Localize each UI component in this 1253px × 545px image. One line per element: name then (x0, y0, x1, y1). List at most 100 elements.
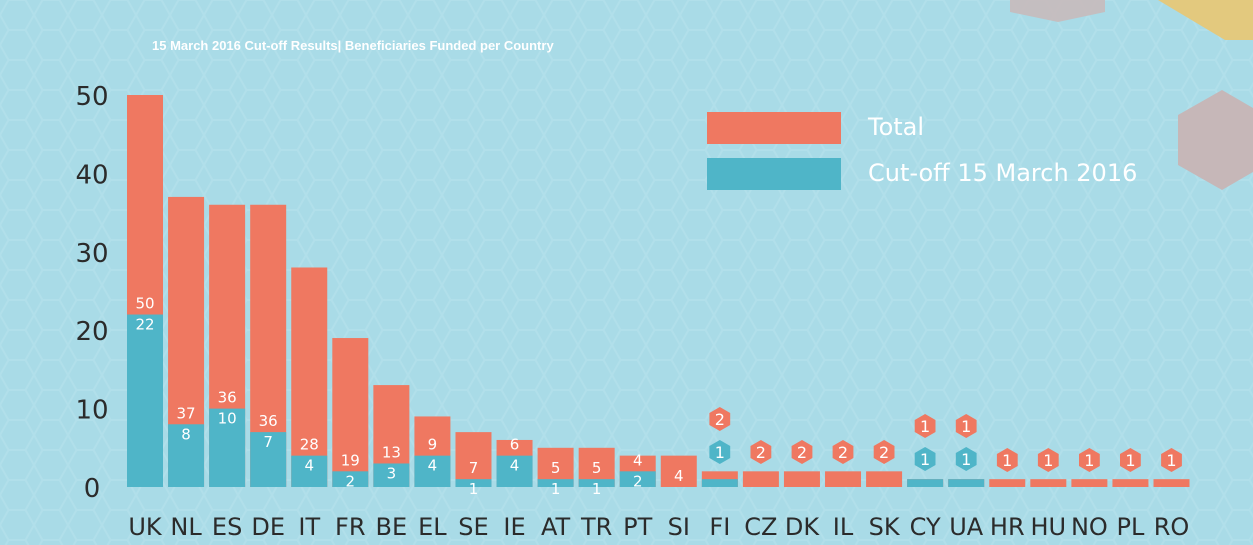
data-label-cutoff: 4 (304, 457, 314, 475)
decor-hexagon-right (1178, 90, 1253, 190)
x-tick-label: NL (170, 513, 202, 541)
hexagon-badge (1037, 448, 1059, 472)
bar-total-si (660, 455, 697, 487)
bar-cutoff-pt (619, 471, 656, 487)
x-tick-label: IE (503, 513, 525, 541)
data-label-badge: 2 (797, 443, 807, 462)
x-axis: UK NL ES DE IT FR BE EL SE IE AT TR PT SI FI CZ DK IL SK CY… (128, 513, 1189, 541)
data-label-badge: 1 (1125, 451, 1135, 470)
data-label-badge: 1 (1084, 451, 1094, 470)
data-label-cutoff: 10 (218, 410, 237, 428)
x-tick-label: UA (949, 513, 984, 541)
bar-cutoff-at (537, 479, 574, 487)
y-tick-label: 0 (84, 474, 101, 504)
x-tick-label: HU (1031, 513, 1067, 541)
x-tick-label: DK (785, 513, 820, 541)
data-label-total: 5 (592, 459, 602, 477)
data-label-cutoff: 3 (387, 464, 397, 482)
data-label-total: 4 (674, 467, 684, 485)
data-label-cutoff: 1 (551, 480, 561, 498)
bar-cutoff-se (455, 479, 492, 487)
bar-total-cz (742, 471, 779, 487)
hexagon-badge (750, 440, 772, 464)
bar-total-dk (783, 471, 820, 487)
data-label-cutoff: 1 (592, 480, 602, 498)
data-label-total: 5 (551, 459, 561, 477)
x-tick-label: CZ (744, 513, 777, 541)
bar-total-pl (1112, 479, 1149, 487)
bar-total-fr (332, 338, 369, 487)
data-label-badge: 1 (961, 450, 971, 469)
bar-cutoff-es (209, 408, 246, 487)
data-label-badge: 1 (920, 450, 930, 469)
x-tick-label: UK (128, 513, 163, 541)
hexagon-badge (996, 448, 1018, 472)
hexagon-badge (709, 407, 731, 431)
data-label-badge: 1 (961, 417, 971, 436)
x-tick-label: PL (1117, 513, 1145, 541)
x-tick-label: HR (990, 513, 1025, 541)
bar-cutoff-cy (907, 479, 944, 487)
bar-total-hr (989, 479, 1026, 487)
data-label-badge: 1 (1166, 451, 1176, 470)
bar-cutoff-fr (332, 471, 369, 487)
x-tick-label: PT (623, 513, 652, 541)
data-label-total: 9 (428, 436, 438, 454)
x-tick-label: FR (335, 513, 365, 541)
bar-total-ro (1153, 479, 1190, 487)
bar-total-il (825, 471, 862, 487)
data-label-total: 7 (469, 459, 479, 477)
bar-cutoff-tr (578, 479, 615, 487)
bar-total-it (291, 267, 328, 487)
x-tick-label: SE (458, 513, 488, 541)
x-tick-label: SI (668, 513, 690, 541)
data-label-cutoff: 22 (135, 316, 154, 334)
bar-total-no (1071, 479, 1108, 487)
hexagon-badge (955, 414, 977, 438)
x-tick-label: CY (910, 513, 941, 541)
hexagon-badge (873, 440, 895, 464)
decor-hexagon-yellow (1158, 0, 1253, 40)
x-tick-label: BE (376, 513, 408, 541)
hexagon-badge (709, 440, 731, 464)
bar-cutoff-ua (948, 479, 985, 487)
data-label-badge: 2 (879, 443, 889, 462)
data-label-cutoff: 4 (428, 457, 438, 475)
data-label-total: 36 (259, 412, 278, 430)
hexagon-badge (914, 447, 936, 471)
x-tick-label: AT (541, 513, 571, 541)
y-axis: 0 10 20 30 40 50 (75, 82, 108, 504)
x-tick-label: SK (869, 513, 901, 541)
data-label-badge: 1 (1043, 451, 1053, 470)
hexagon-badge (791, 440, 813, 464)
bar-total-se (455, 432, 492, 487)
x-tick-label: FI (709, 513, 730, 541)
bar-cutoff-de (250, 432, 287, 487)
data-label-cutoff: 8 (181, 425, 191, 443)
bar-cutoff-be (373, 463, 410, 487)
hexagon-badge (832, 440, 854, 464)
data-label-badge: 1 (1002, 451, 1012, 470)
hexagon-badge (1079, 448, 1100, 472)
y-tick-label: 50 (75, 82, 108, 112)
bar-total-hu (1030, 479, 1067, 487)
x-tick-label: DE (251, 513, 285, 541)
y-tick-label: 30 (75, 239, 108, 269)
legend-label-cutoff: Cut-off 15 March 2016 (868, 159, 1138, 187)
x-tick-label: EL (418, 513, 447, 541)
data-label-total: 50 (135, 295, 154, 313)
decor-hexagon-top (1010, 0, 1105, 22)
y-tick-label: 40 (75, 160, 108, 190)
data-label-total: 36 (218, 389, 237, 407)
data-label-badge: 2 (756, 443, 766, 462)
data-label-total: 6 (510, 436, 520, 454)
data-label-badge: 2 (715, 410, 725, 429)
data-label-total: 28 (300, 436, 319, 454)
data-label-badge: 1 (715, 443, 725, 462)
x-tick-label: IT (298, 513, 320, 541)
x-tick-label: NO (1071, 513, 1108, 541)
data-label-cutoff: 1 (469, 480, 479, 498)
hexagon-badge (1161, 448, 1182, 472)
x-tick-label: ES (212, 513, 242, 541)
